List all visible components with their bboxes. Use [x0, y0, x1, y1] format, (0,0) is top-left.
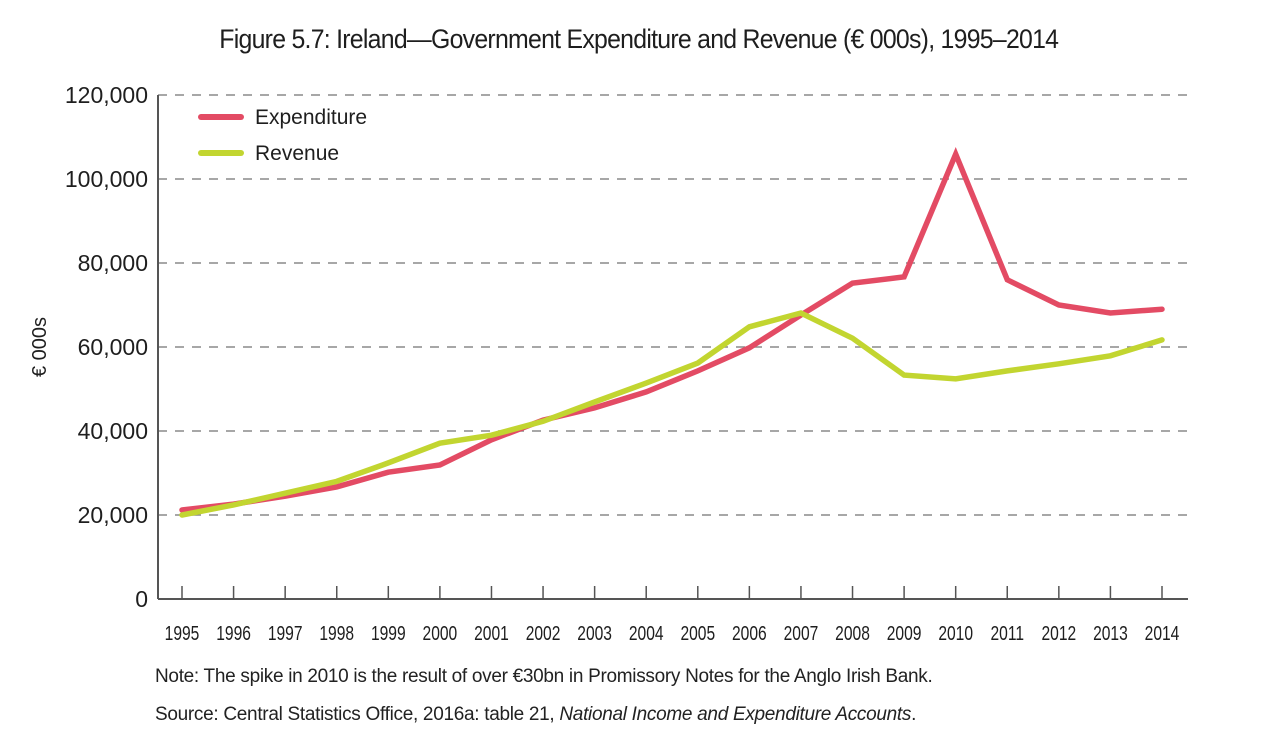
x-tick-label: 2012	[1042, 622, 1077, 644]
x-tick-label: 1999	[371, 622, 406, 644]
legend-label-expenditure: Expenditure	[255, 106, 367, 129]
y-tick-label: 60,000	[78, 334, 148, 360]
y-tick-label: 100,000	[65, 166, 148, 192]
y-tick-label: 0	[135, 586, 148, 612]
x-tick-label: 1998	[319, 622, 354, 644]
x-tick-label: 2005	[680, 622, 715, 644]
x-tick-label: 1996	[216, 622, 251, 644]
source-end: .	[911, 704, 917, 725]
line-chart: 0 20,000 40,000 60,000 80,000 100,000 120,000 1…	[29, 82, 1188, 644]
x-tick-label: 2004	[629, 622, 664, 644]
chart-source: Source: Central Statistics Office, 2016a…	[155, 704, 916, 726]
chart-note: Note: The spike in 2010 is the result of…	[155, 666, 933, 687]
x-tick-label: 2010	[938, 622, 973, 644]
x-tick-label: 2014	[1145, 622, 1180, 644]
x-tick-label: 2006	[732, 622, 767, 644]
chart-title: Figure 5.7: Ireland—Government Expenditu…	[219, 24, 1059, 54]
y-axis-label: € 000s	[29, 317, 51, 377]
source-publication: National Income and Expenditure Accounts	[559, 704, 912, 725]
x-tick-label: 2009	[887, 622, 922, 644]
x-tick-label: 2008	[835, 622, 870, 644]
y-tick-label: 40,000	[78, 418, 148, 444]
x-tick-label: 2007	[784, 622, 819, 644]
source-text: Source: Central Statistics Office, 2016a…	[155, 704, 560, 725]
x-tick-label: 2000	[423, 622, 458, 644]
x-tick-label: 1995	[165, 622, 200, 644]
x-tick-label: 2003	[577, 622, 612, 644]
x-tick-label: 2013	[1093, 622, 1128, 644]
y-tick-label: 120,000	[65, 82, 148, 108]
x-tick-label: 1997	[268, 622, 303, 644]
x-tick-label: 2002	[526, 622, 561, 644]
y-tick-label: 20,000	[78, 502, 148, 528]
y-tick-label: 80,000	[78, 250, 148, 276]
legend-label-revenue: Revenue	[255, 142, 339, 165]
series-line-revenue	[179, 310, 1165, 518]
x-tick-label: 2011	[990, 622, 1024, 644]
series-line-expenditure	[179, 147, 1165, 513]
x-tick-label: 2001	[474, 622, 509, 644]
